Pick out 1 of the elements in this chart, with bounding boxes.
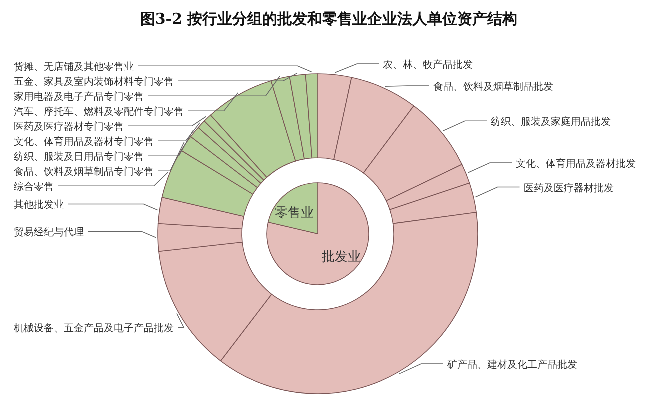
chart-title: 图3-2 按行业分组的批发和零售业企业法人单位资产结构: [140, 10, 518, 28]
